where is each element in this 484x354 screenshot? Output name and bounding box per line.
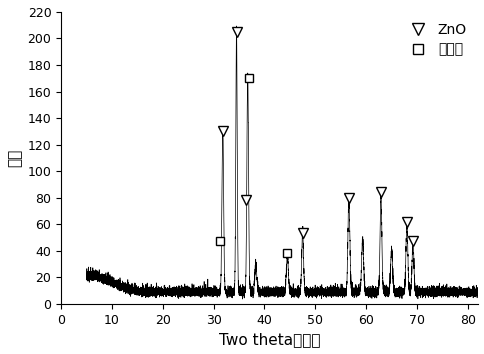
X-axis label: Two theta（度）: Two theta（度）: [218, 332, 319, 347]
Legend: ZnO, 尖晶石: ZnO, 尖晶石: [399, 19, 470, 61]
Y-axis label: 强度: 强度: [7, 149, 22, 167]
